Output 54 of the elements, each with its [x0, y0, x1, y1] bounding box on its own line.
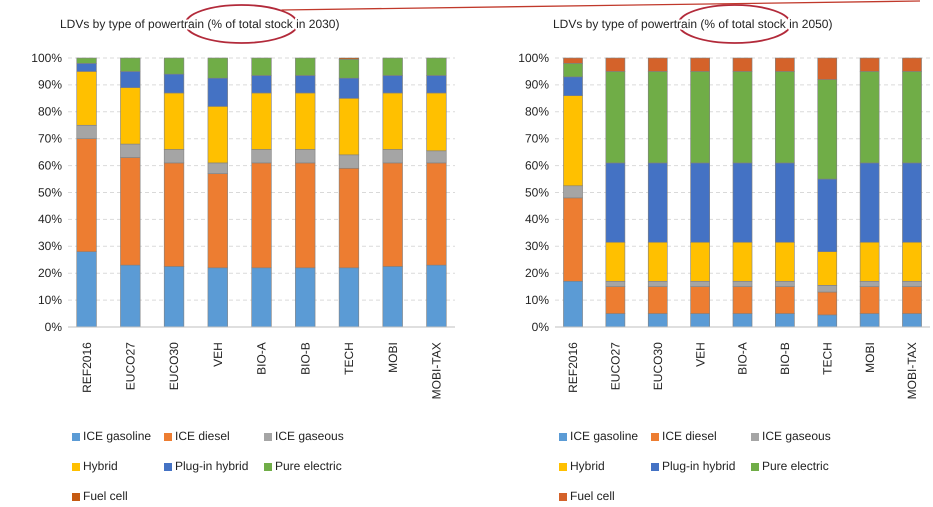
legend-label: Fuel cell	[570, 489, 615, 503]
y-tick-label: 60%	[524, 158, 550, 172]
y-tick-label: 100%	[31, 50, 62, 65]
x-tick-label: EUCO30	[167, 342, 182, 390]
y-tick-label: 30%	[524, 239, 550, 254]
y-tick-label: 50%	[38, 185, 62, 200]
x-tick-label: BIO-A	[736, 342, 750, 375]
x-tick-label: EUCO30	[650, 342, 665, 390]
legend-label: Plug-in hybrid	[175, 459, 248, 473]
x-tick-label: VEH	[210, 342, 225, 367]
x-tick-label: REF2016	[80, 342, 94, 393]
legend-label: ICE gasoline	[83, 429, 152, 443]
y-tick-label: 50%	[524, 185, 550, 200]
x-tick-label: EUCO27	[124, 342, 138, 390]
legend-label: Fuel cell	[83, 489, 128, 503]
x-tick-label: MOBI-TAX	[430, 342, 444, 400]
x-tick-label: MOBI	[386, 342, 400, 373]
legend-label: ICE diesel	[662, 429, 717, 443]
y-tick-label: 100%	[518, 50, 550, 65]
x-tick-label: EUCO27	[608, 342, 623, 390]
y-tick-label: 20%	[524, 266, 550, 280]
x-tick-label: BIO-A	[254, 342, 269, 375]
y-tick-label: 30%	[38, 239, 62, 254]
y-tick-label: 90%	[38, 78, 62, 92]
x-tick-label: TECH	[820, 342, 834, 375]
y-tick-label: 10%	[524, 292, 550, 307]
legend-label: Pure electric	[275, 459, 342, 473]
y-tick-label: 10%	[38, 292, 62, 307]
x-tick-label: MOBI	[862, 342, 877, 373]
legend-label: ICE gaseous	[275, 429, 344, 443]
legend-label: ICE gaseous	[762, 429, 831, 443]
legend-label: Plug-in hybrid	[662, 459, 736, 473]
y-tick-label: 0%	[44, 320, 62, 334]
x-tick-label: BIO-B	[298, 342, 312, 375]
legend-label: Hybrid	[83, 459, 118, 473]
y-tick-label: 90%	[524, 78, 550, 92]
y-tick-label: 70%	[38, 132, 62, 146]
y-tick-label: 80%	[524, 104, 550, 119]
legend-label: ICE diesel	[175, 429, 230, 443]
x-tick-label: TECH	[342, 342, 356, 375]
y-tick-label: 40%	[38, 212, 62, 226]
x-tick-label: BIO-B	[778, 342, 792, 375]
x-tick-label: MOBI-TAX	[905, 342, 920, 400]
x-tick-label: REF2016	[566, 342, 580, 393]
y-tick-label: 60%	[38, 158, 62, 172]
legend-label: ICE gasoline	[570, 429, 638, 443]
legend-label: Pure electric	[762, 459, 829, 473]
y-tick-label: 70%	[524, 132, 550, 146]
y-tick-label: 20%	[38, 266, 62, 280]
y-tick-label: 0%	[532, 320, 550, 334]
y-tick-label: 40%	[524, 212, 550, 226]
legend-label: Hybrid	[570, 459, 605, 473]
x-tick-label: VEH	[693, 342, 708, 367]
y-tick-label: 80%	[38, 104, 62, 119]
